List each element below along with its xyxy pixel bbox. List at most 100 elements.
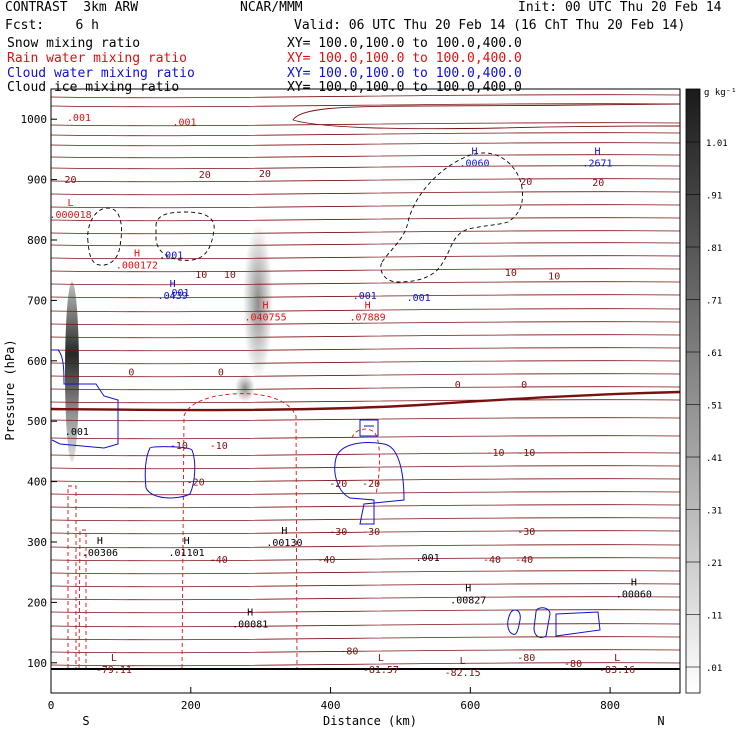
extremum-value: -79.11 [96, 665, 132, 676]
isotherm-label: 20 [520, 177, 532, 188]
contour-value-label: .001 [172, 118, 196, 129]
isotherm-line [51, 570, 680, 575]
isotherm-label: 10 [505, 268, 517, 279]
isotherm-label: -80 [517, 653, 535, 664]
field-xy-rain: XY= 100.0,100.0 to 100.0,400.0 [287, 51, 522, 66]
x-tick-label: 200 [181, 699, 201, 712]
rain-contour-right [351, 428, 380, 495]
isotherm-line [51, 154, 680, 159]
isotherm-label: -20 [187, 478, 205, 489]
isotherm-line [51, 544, 680, 549]
isotherm-label: -10 [517, 448, 535, 459]
y-tick-label: 300 [27, 536, 47, 549]
extremum-marker: H [247, 608, 253, 619]
isotherm-line [51, 178, 680, 183]
extremum-value: .0060 [459, 159, 489, 170]
contour-value-label: .001 [165, 288, 189, 299]
isotherm-lines [51, 94, 680, 667]
isotherm-line [292, 103, 680, 121]
isotherm-line [51, 623, 680, 628]
isotherm-line [51, 465, 680, 470]
colorbar-label: .21 [706, 559, 722, 569]
rain-water-contours [67, 393, 380, 669]
field-xy-cloud-water: XY= 100.0,100.0 to 100.0,400.0 [287, 66, 522, 81]
colorbar-unit: g kg⁻¹ [704, 88, 737, 98]
isotherm-line [51, 609, 680, 614]
isotherm-line [51, 122, 680, 127]
isotherm-line [51, 334, 680, 339]
extremum-marker: L [460, 656, 466, 667]
isotherm-line [51, 94, 680, 99]
isotherm-zero-line [51, 390, 680, 412]
isotherm-label: 0 [521, 380, 527, 391]
y-tick-label: 400 [27, 476, 47, 489]
snow-shade-mid-lower [235, 374, 255, 402]
colorbar-gradient [685, 88, 701, 694]
cloud-water-contours [51, 349, 601, 639]
extremum-value: .00081 [232, 620, 268, 631]
x-axis-end-north: N [657, 714, 664, 728]
extremum-marker: L [614, 653, 620, 664]
x-tick-label: 400 [321, 699, 341, 712]
extremum-marker: H [134, 249, 140, 260]
extremum-marker: H [263, 301, 269, 312]
extremum-marker: L [111, 653, 117, 664]
cloud-contour-left [51, 349, 119, 449]
isotherm-line [51, 347, 680, 352]
contour-value-label: .001 [65, 427, 89, 438]
field-xy-cloud-ice: XY= 100.0,100.0 to 100.0,400.0 [287, 80, 522, 95]
extremum-value: .000172 [116, 261, 158, 272]
extremum-marker: H [184, 536, 190, 547]
isotherm-line [51, 662, 680, 667]
contour-value-label: .001 [416, 553, 440, 564]
isotherm-line [51, 386, 680, 391]
isotherm-line [51, 321, 680, 326]
x-axis-title: Distance (km) [323, 714, 417, 728]
isotherm-line [51, 649, 680, 654]
isotherm-label: -40 [317, 555, 335, 566]
extremum-marker: H [97, 536, 103, 547]
contour-value-label: .001 [159, 250, 183, 261]
ice-contour-mid [155, 211, 215, 261]
cloud-contour-right-inner [359, 419, 379, 437]
colorbar-label: .41 [706, 454, 722, 464]
isotherm-line [51, 242, 680, 247]
y-tick-label: 100 [27, 657, 47, 670]
isotherm-line [51, 308, 680, 313]
extremum-value: .07889 [350, 313, 386, 324]
isotherm-label: -10 [486, 448, 504, 459]
colorbar-label: .31 [706, 507, 722, 517]
y-tick-label: 500 [27, 415, 47, 428]
isotherm-line [51, 583, 680, 588]
isotherm-line [51, 281, 680, 286]
colorbar-label: .91 [706, 192, 722, 202]
cloud-contour-bottom-2 [533, 607, 551, 639]
snow-shade-left [65, 282, 79, 462]
isotherm-label: 0 [128, 368, 134, 379]
isotherm-label: 20 [259, 169, 271, 180]
isotherm-line [51, 217, 680, 222]
isotherm-label: 20 [65, 175, 77, 186]
extremum-value: .01101 [169, 548, 205, 559]
isotherm-label: -10 [210, 441, 228, 452]
isotherm-label: -30 [329, 527, 347, 538]
extremum-marker: H [281, 526, 287, 537]
contour-value-label: .001 [407, 293, 431, 304]
y-tick-label: 700 [27, 294, 47, 307]
field-xy-snow: XY= 100.0,100.0 to 100.0,400.0 [287, 36, 522, 51]
plot-area: -80 -80 -80 -40 -40 -40 -40 -30 -30 -30 -20 -20 -20 -… [51, 94, 680, 679]
isotherm-label: -20 [362, 479, 380, 490]
isotherm-label: -40 [483, 555, 501, 566]
isotherm-label: 0 [455, 380, 461, 391]
isotherm-line [51, 165, 680, 170]
extremum-value: .00827 [450, 595, 486, 606]
x-axis-end-south: S [82, 714, 89, 728]
isotherm-label: -80 [340, 647, 358, 658]
extremum-marker: H [365, 301, 371, 312]
isotherm-line [51, 557, 680, 562]
plot-frame [50, 88, 681, 694]
field-name-cloud-water: Cloud water mixing ratio [7, 66, 195, 81]
extremum-value: -82.15 [445, 668, 481, 679]
isotherm-label: 0 [218, 368, 224, 379]
